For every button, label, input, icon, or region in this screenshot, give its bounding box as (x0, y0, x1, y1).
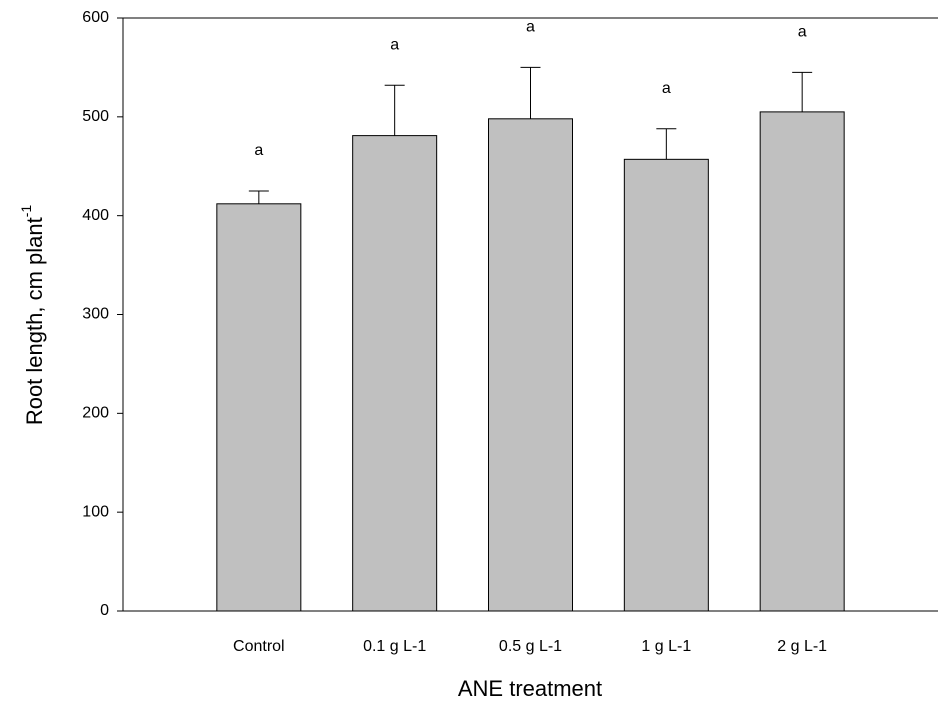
y-axis-label: Root length, cm plant-1 (18, 205, 47, 426)
annotation: a (526, 19, 535, 36)
x-tick-label: 0.5 g L-1 (499, 638, 562, 655)
bar (488, 118, 573, 612)
annotation: a (254, 142, 263, 159)
x-tick-label: Control (233, 638, 285, 655)
bar (623, 158, 709, 612)
y-tick-label: 100 (82, 503, 109, 520)
y-tick-label: 200 (82, 405, 109, 422)
y-tick-label: 300 (82, 306, 109, 323)
x-tick-label: 0.1 g L-1 (363, 638, 426, 655)
x-axis-label: ANE treatment (458, 676, 602, 701)
annotation: a (390, 36, 399, 53)
y-tick-label: 0 (100, 602, 109, 619)
y-axis-label-main: Root length, cm plant (22, 217, 47, 425)
bar (352, 135, 438, 612)
bar (759, 111, 845, 612)
x-tick-label: 2 g L-1 (777, 638, 827, 655)
y-tick-label: 400 (82, 207, 109, 224)
annotation: a (662, 80, 671, 97)
y-axis-label-sup: -1 (18, 205, 34, 218)
annotation: a (798, 24, 807, 41)
y-tick-label: 500 (82, 108, 109, 125)
bar (216, 203, 302, 612)
x-tick-label: 1 g L-1 (641, 638, 691, 655)
y-tick-label: 600 (82, 9, 109, 26)
